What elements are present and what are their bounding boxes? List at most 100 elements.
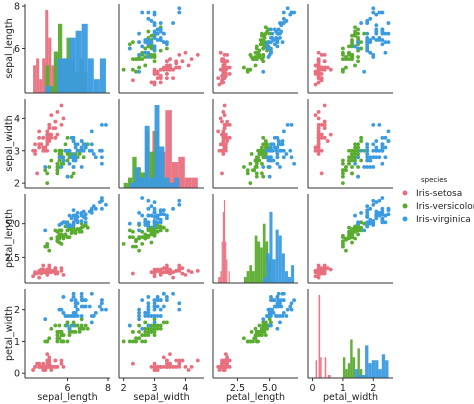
point-petal_width-sepal_width-Iris-setosa-32: [186, 368, 191, 372]
point-petal_width-sepal_width-Iris-virginica-25: [158, 314, 163, 318]
point-sepal_width-petal_width-Iris-virginica-24: [374, 139, 379, 143]
point-sepal_width-petal_length-Iris-setosa-14: [218, 116, 223, 121]
point-petal_width-sepal_width-Iris-setosa-23: [161, 355, 166, 360]
point-sepal_width-sepal_length-Iris-versicolor-9: [49, 158, 54, 163]
point-petal_width-petal_length-Iris-virginica-5: [288, 304, 293, 309]
point-sepal_width-petal_width-Iris-virginica-42: [368, 158, 373, 163]
point-sepal_length-petal_length-Iris-versicolor-21: [254, 44, 259, 49]
point-sepal_width-petal_length-Iris-versicolor-31: [251, 168, 255, 173]
point-petal_length-sepal_width-Iris-versicolor-41: [152, 227, 157, 231]
point-sepal_width-sepal_length-Iris-setosa-33: [55, 110, 60, 114]
point-sepal_length-petal_length-Iris-setosa-44: [227, 65, 232, 70]
point-sepal_width-petal_width-Iris-versicolor-32: [347, 158, 351, 163]
point-petal_width-sepal_length-Iris-setosa-49: [45, 364, 50, 369]
point-sepal_width-petal_length-Iris-virginica-34: [275, 161, 280, 166]
point-petal_width-sepal_length-Iris-virginica-25: [89, 314, 94, 318]
hist-bar-sepal_length-Iris-setosa-0: [33, 65, 37, 93]
point-sepal_width-sepal_length-Iris-virginica-31: [104, 122, 108, 127]
point-petal_length-sepal_width-Iris-virginica-5: [152, 200, 157, 204]
y-tick-label: 2: [14, 305, 20, 316]
point-sepal_length-petal_width-Iris-virginica-28: [374, 38, 379, 42]
point-sepal_width-petal_width-Iris-versicolor-39: [350, 165, 354, 169]
point-sepal_length-petal_width-Iris-virginica-31: [371, 6, 376, 11]
hist-bar-sepal_length-Iris-setosa-2: [39, 79, 43, 93]
point-sepal_width-petal_width-Iris-virginica-44: [386, 139, 391, 143]
point-sepal_length-petal_length-Iris-virginica-30: [281, 16, 286, 21]
point-petal_width-sepal_width-Iris-setosa-49: [161, 364, 166, 369]
point-petal_length-sepal_width-Iris-versicolor-18: [127, 228, 132, 233]
point-petal_length-sepal_length-Iris-setosa-36: [55, 271, 60, 276]
point-sepal_width-petal_length-Iris-virginica-19: [267, 174, 272, 179]
point-petal_width-sepal_length-Iris-setosa-23: [47, 355, 52, 360]
point-sepal_length-petal_width-Iris-virginica-47: [371, 36, 376, 40]
point-petal_length-sepal_width-Iris-versicolor-7: [134, 244, 138, 249]
point-sepal_length-sepal_width-Iris-versicolor-48: [137, 65, 141, 70]
point-sepal_width-petal_width-Iris-setosa-32: [313, 113, 318, 118]
point-petal_width-sepal_width-Iris-virginica-26: [146, 314, 151, 318]
point-petal_length-sepal_width-Iris-versicolor-48: [137, 248, 141, 253]
hist-bar-petal_length-Iris-setosa-1: [219, 277, 221, 283]
point-sepal_length-petal_width-Iris-virginica-2: [374, 23, 379, 28]
hist-bar-petal_length-Iris-virginica-4: [275, 229, 279, 283]
point-sepal_length-sepal_width-Iris-setosa-48: [174, 61, 179, 66]
point-petal_length-sepal_width-Iris-virginica-10: [158, 220, 163, 225]
hist-bar-sepal_length-Iris-versicolor-0: [45, 65, 50, 93]
hist-bar-petal_width-Iris-versicolor-3: [350, 339, 353, 378]
point-sepal_width-sepal_length-Iris-virginica-46: [71, 165, 76, 169]
point-sepal_width-petal_width-Iris-setosa-14: [316, 116, 321, 121]
y-tick-label: 2: [14, 179, 20, 190]
point-petal_width-sepal_width-Iris-virginica-41: [155, 298, 160, 303]
point-sepal_width-petal_width-Iris-virginica-8: [365, 165, 370, 169]
point-sepal_width-petal_width-Iris-virginica-6: [362, 165, 367, 169]
point-sepal_width-petal_width-Iris-versicolor-41: [353, 148, 357, 153]
point-sepal_width-petal_length-Iris-versicolor-42: [254, 161, 259, 166]
legend-label-Iris-virginica: Iris-virginica: [416, 215, 471, 225]
point-petal_width-sepal_width-Iris-versicolor-22: [137, 323, 141, 328]
point-sepal_length-sepal_width-Iris-versicolor-31: [134, 57, 138, 61]
point-petal_length-sepal_length-Iris-virginica-48: [69, 216, 74, 221]
point-sepal_width-petal_width-Iris-setosa-30: [316, 145, 321, 150]
point-sepal_width-petal_width-Iris-setosa-13: [313, 148, 318, 153]
point-petal_length-sepal_length-Iris-virginica-45: [79, 219, 84, 223]
point-petal_length-petal_width-Iris-virginica-14: [383, 220, 388, 225]
point-petal_length-sepal_length-Iris-versicolor-40: [55, 229, 60, 234]
point-petal_width-sepal_length-Iris-virginica-48: [69, 298, 74, 303]
y-tick-label: 3: [14, 146, 20, 157]
hist-bar-sepal_length-Iris-virginica-8: [93, 79, 100, 93]
hist-bar-petal_width-Iris-setosa-9: [329, 375, 331, 378]
point-sepal_width-petal_width-Iris-setosa-44: [322, 122, 327, 127]
point-sepal_length-petal_width-Iris-virginica-0: [386, 40, 391, 45]
x-tick-label: 2: [370, 383, 376, 394]
panel-sepal_width-vs-petal_length: [212, 99, 298, 189]
point-sepal_length-petal_length-Iris-virginica-34: [275, 44, 280, 49]
point-sepal_width-petal_width-Iris-setosa-43: [328, 132, 333, 137]
point-sepal_length-sepal_width-Iris-setosa-15: [195, 52, 200, 57]
point-petal_length-sepal_width-Iris-virginica-19: [127, 221, 132, 226]
point-petal_length-sepal_width-Iris-virginica-8: [137, 210, 141, 215]
point-sepal_length-petal_width-Iris-setosa-36: [316, 57, 321, 61]
point-sepal_length-sepal_width-Iris-setosa-31: [165, 59, 169, 64]
point-petal_length-sepal_width-Iris-versicolor-12: [127, 235, 132, 240]
point-petal_length-petal_width-Iris-versicolor-27: [362, 221, 367, 226]
point-sepal_length-petal_length-Iris-virginica-0: [280, 40, 285, 45]
point-petal_width-sepal_width-Iris-setosa-19: [177, 361, 182, 366]
point-petal_width-petal_length-Iris-virginica-34: [275, 326, 280, 331]
point-petal_length-petal_width-Iris-versicolor-31: [341, 239, 345, 244]
hist-bar-sepal_width-Iris-versicolor-6: [149, 151, 154, 188]
point-petal_length-sepal_width-Iris-virginica-34: [140, 213, 145, 218]
point-petal_length-petal_width-Iris-virginica-38: [365, 224, 370, 229]
point-sepal_length-sepal_width-Iris-virginica-9: [171, 21, 175, 25]
point-sepal_length-petal_length-Iris-virginica-44: [276, 31, 281, 36]
point-sepal_length-petal_width-Iris-virginica-35: [380, 10, 385, 15]
point-petal_width-sepal_length-Iris-versicolor-8: [77, 330, 82, 334]
point-sepal_width-petal_length-Iris-versicolor-15: [260, 145, 264, 150]
point-sepal_length-sepal_width-Iris-setosa-46: [177, 65, 182, 70]
point-petal_length-sepal_width-Iris-setosa-23: [161, 266, 166, 271]
point-sepal_length-sepal_width-Iris-setosa-41: [131, 78, 135, 83]
point-petal_length-petal_width-Iris-virginica-11: [368, 217, 373, 222]
point-petal_width-sepal_length-Iris-setosa-31: [53, 358, 58, 363]
point-petal_width-sepal_width-Iris-versicolor-43: [131, 339, 135, 344]
point-petal_width-sepal_length-Iris-versicolor-25: [77, 326, 82, 331]
point-sepal_length-sepal_width-Iris-virginica-22: [146, 10, 151, 15]
point-petal_width-sepal_width-Iris-virginica-4: [152, 301, 157, 306]
